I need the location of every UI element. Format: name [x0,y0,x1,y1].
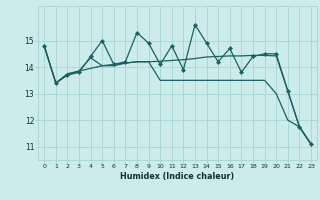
X-axis label: Humidex (Indice chaleur): Humidex (Indice chaleur) [120,172,235,181]
